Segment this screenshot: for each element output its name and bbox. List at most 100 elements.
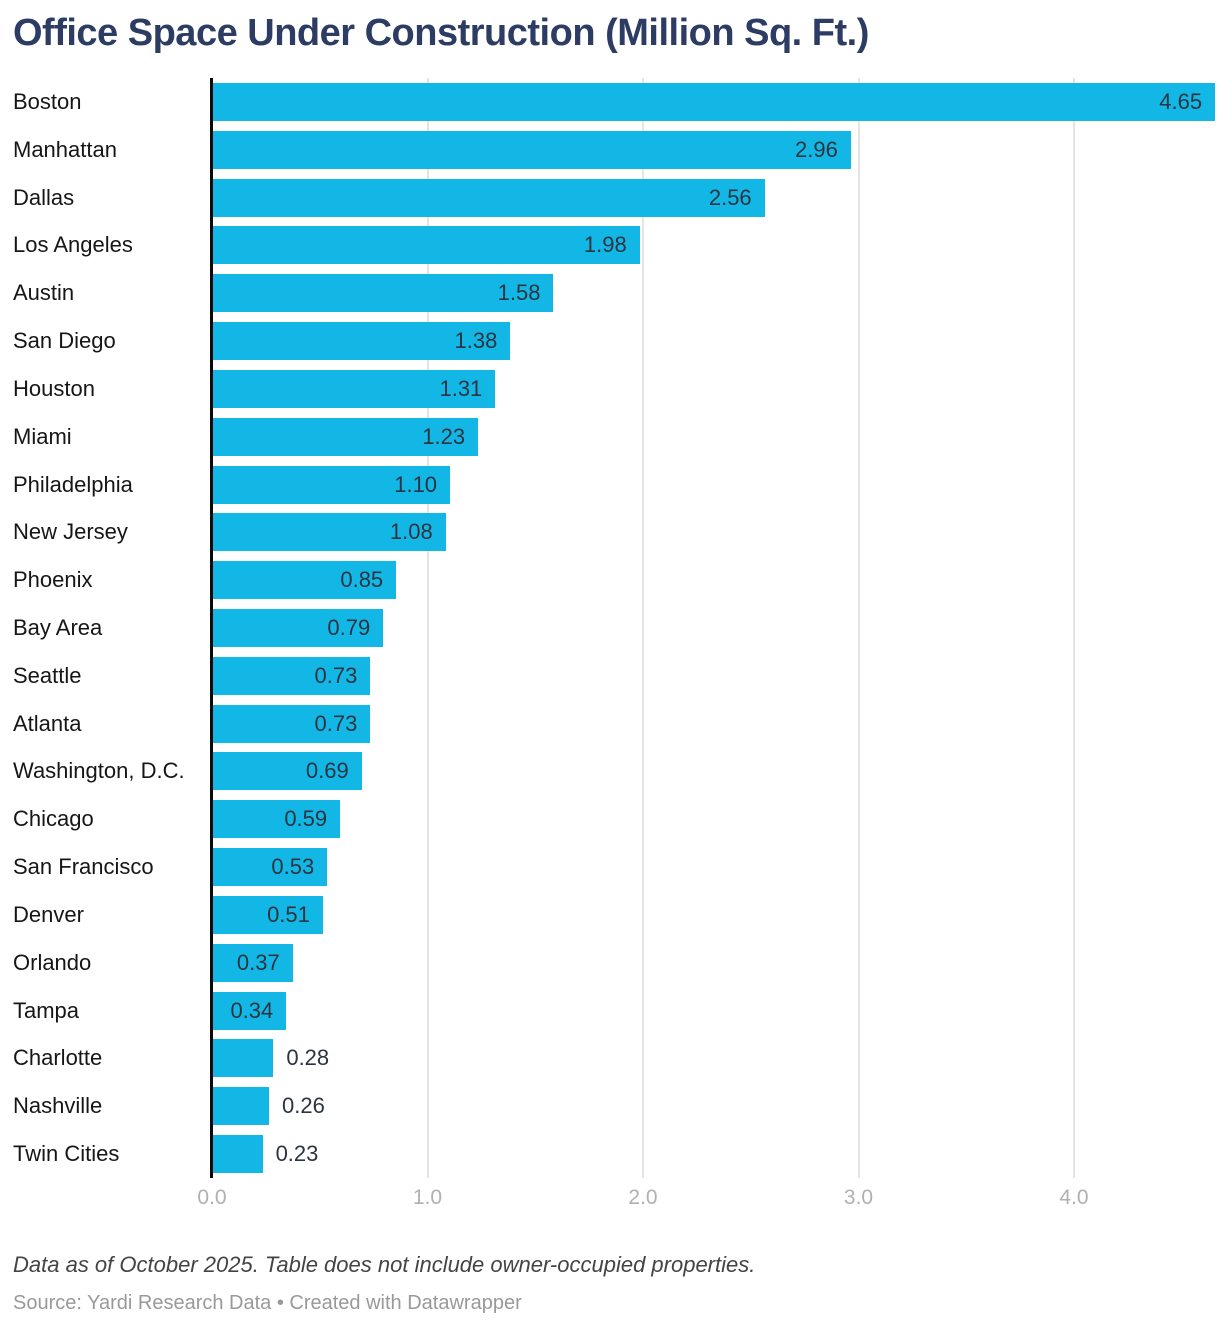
- bar-value-label: 0.37: [236, 949, 280, 975]
- chart-row: San Francisco 0.53: [0, 843, 1220, 891]
- y-axis-baseline: [210, 78, 213, 1178]
- bar: 0.59: [213, 800, 341, 839]
- category-label: Washington, D.C.: [13, 758, 185, 784]
- chart-row: Chicago 0.59: [0, 795, 1220, 843]
- chart-row: Tampa 0.34: [0, 987, 1220, 1035]
- category-label: Nashville: [13, 1093, 103, 1119]
- bar: 1.31: [213, 369, 496, 408]
- bar: 0.73: [213, 656, 371, 695]
- bar: 1.10: [213, 465, 451, 504]
- bar-value-label: 4.65: [1159, 88, 1203, 114]
- bar: 2.56: [213, 178, 765, 217]
- category-label: Orlando: [13, 949, 92, 975]
- category-label: Dallas: [13, 184, 75, 210]
- bar: 1.38: [213, 322, 511, 361]
- gridline: [1073, 78, 1075, 1178]
- bar-value-label: 1.08: [389, 519, 433, 545]
- gridline: [642, 78, 644, 1178]
- chart-row: New Jersey 1.08: [0, 508, 1220, 556]
- chart-row: Boston 4.65: [0, 78, 1220, 126]
- category-label: Denver: [13, 901, 84, 927]
- footer-note: Data as of October 2025. Table does not …: [13, 1252, 756, 1277]
- bar: 0.51: [213, 895, 323, 934]
- bar-value-label: 0.59: [284, 806, 328, 832]
- bar-value-label: 1.98: [583, 232, 627, 258]
- bar-value-label: 0.28: [286, 1045, 330, 1071]
- bar-value-label: 0.73: [314, 662, 358, 688]
- bar-value-label: 1.38: [454, 328, 498, 354]
- category-label: Atlanta: [13, 710, 82, 736]
- bar-value-label: 0.34: [230, 997, 274, 1023]
- bar-value-label: 0.53: [271, 854, 315, 880]
- bar: 0.34: [213, 991, 287, 1030]
- chart-row: Phoenix 0.85: [0, 556, 1220, 604]
- bar-value-label: 0.26: [282, 1093, 325, 1119]
- chart-row: Twin Cities 0.23: [0, 1130, 1220, 1178]
- category-label: San Diego: [13, 328, 116, 354]
- bar: 4.65: [213, 82, 1216, 121]
- bar-value-label: 2.56: [708, 184, 752, 210]
- category-label: Twin Cities: [13, 1141, 120, 1167]
- bar: 0.73: [213, 704, 371, 743]
- chart-row: Atlanta 0.73: [0, 700, 1220, 748]
- chart-row: Charlotte 0.28: [0, 1035, 1220, 1083]
- bar: 1.08: [213, 513, 446, 552]
- bar-value-label: 1.58: [497, 280, 541, 306]
- chart-row: Nashville 0.26: [0, 1082, 1220, 1130]
- chart-plot-area: Boston 4.65 Manhattan 2.96 Dallas 2.56 Los Ang…: [0, 78, 1220, 1178]
- x-tick-label: 1.0: [412, 1186, 443, 1209]
- bar: 0.69: [213, 752, 362, 791]
- bar: 0.85: [213, 561, 397, 600]
- bar: 1.23: [213, 417, 479, 456]
- bar-value-label: 0.85: [340, 567, 384, 593]
- bar: 0.37: [213, 943, 293, 982]
- category-label: Seattle: [13, 662, 82, 688]
- bar: 2.96: [213, 130, 851, 169]
- chart-row: Seattle 0.73: [0, 652, 1220, 700]
- category-label: Manhattan: [13, 136, 117, 162]
- chart-row: Manhattan 2.96: [0, 126, 1220, 174]
- category-label: Austin: [13, 280, 75, 306]
- chart-row: Houston 1.31: [0, 365, 1220, 413]
- category-label: Phoenix: [13, 567, 93, 593]
- chart-row: Washington, D.C. 0.69: [0, 748, 1220, 796]
- category-label: Boston: [13, 88, 82, 114]
- footer-source: Source: Yardi Research Data • Created wi…: [13, 1292, 522, 1314]
- bar-value-label: 0.23: [275, 1141, 319, 1167]
- bar: 0.53: [213, 848, 328, 887]
- bar: 1.58: [213, 274, 554, 313]
- chart-row: Denver 0.51: [0, 891, 1220, 939]
- chart-row: Miami 1.23: [0, 413, 1220, 461]
- chart-title: Office Space Under Construction (Million…: [13, 12, 869, 54]
- category-label: Bay Area: [13, 614, 103, 640]
- chart-row: Bay Area 0.79: [0, 604, 1220, 652]
- category-label: Los Angeles: [13, 232, 133, 258]
- x-tick-label: 4.0: [1059, 1186, 1089, 1209]
- category-label: Chicago: [13, 806, 94, 832]
- x-tick-label: 2.0: [628, 1186, 658, 1209]
- bar-value-label: 0.79: [327, 614, 371, 640]
- category-label: Tampa: [13, 997, 80, 1023]
- bar-value-label: 1.10: [394, 471, 438, 497]
- bar-value-label: 1.31: [439, 375, 483, 401]
- chart-row: San Diego 1.38: [0, 317, 1220, 365]
- bar: [213, 1135, 263, 1174]
- x-tick-label: 0.0: [197, 1186, 227, 1209]
- category-label: Miami: [13, 423, 72, 449]
- category-label: Philadelphia: [13, 471, 133, 497]
- bar-value-label: 0.69: [305, 758, 349, 784]
- chart-row: Los Angeles 1.98: [0, 221, 1220, 269]
- category-label: San Francisco: [13, 854, 154, 880]
- category-label: Charlotte: [13, 1045, 103, 1071]
- bar: [213, 1039, 274, 1078]
- x-axis: 0.0 1.0 2.0 3.0 4.0: [0, 1186, 1220, 1218]
- x-tick-label: 3.0: [843, 1186, 874, 1209]
- bar: 0.79: [213, 608, 384, 647]
- bar-value-label: 0.51: [267, 901, 310, 927]
- gridline: [857, 78, 860, 1178]
- bar-value-label: 1.23: [422, 423, 466, 449]
- chart-row: Dallas 2.56: [0, 174, 1220, 222]
- bar-value-label: 0.73: [314, 710, 358, 736]
- bar: 1.98: [213, 226, 640, 265]
